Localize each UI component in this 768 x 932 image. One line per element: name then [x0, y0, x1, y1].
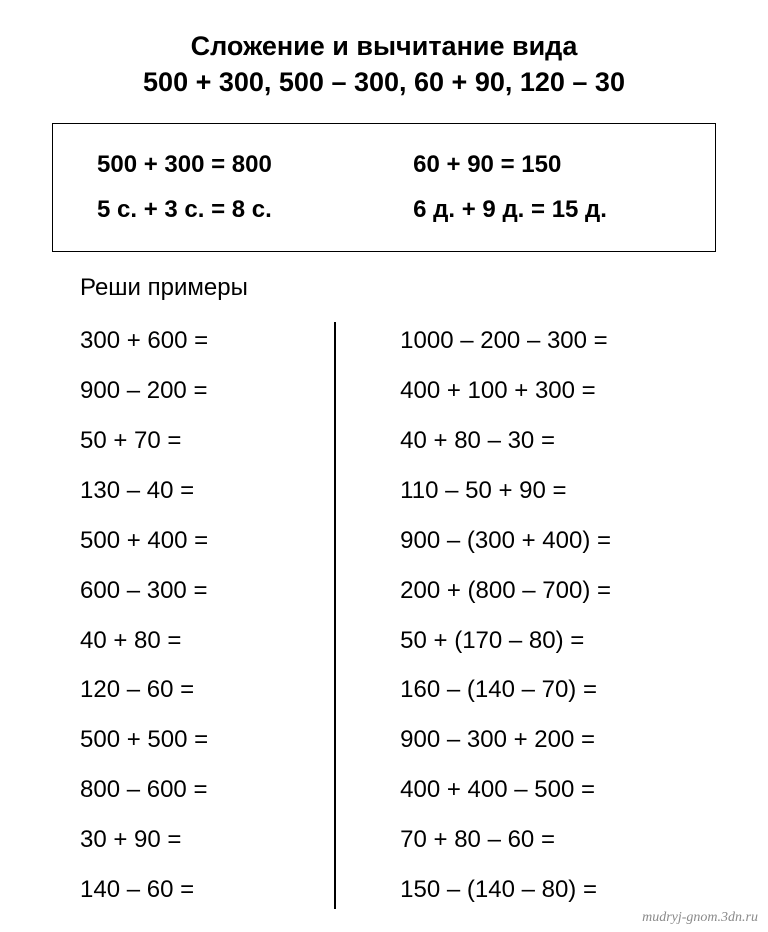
problems-right-column: 1000 – 200 – 300 = 400 + 100 + 300 = 40 …: [344, 316, 716, 915]
problem-item: 150 – (140 – 80) =: [400, 865, 716, 915]
title-line-1: Сложение и вычитание вида: [52, 28, 716, 64]
worksheet-page: Сложение и вычитание вида 500 + 300, 500…: [0, 0, 768, 915]
problem-item: 500 + 400 =: [80, 516, 344, 566]
title-line-2: 500 + 300, 500 – 300, 60 + 90, 120 – 30: [52, 64, 716, 100]
example-row-2: 5 с. + 3 с. = 8 с. 6 д. + 9 д. = 15 д.: [97, 187, 705, 233]
problem-item: 900 – (300 + 400) =: [400, 516, 716, 566]
example-row-1: 500 + 300 = 800 60 + 90 = 150: [97, 142, 705, 188]
example-box: 500 + 300 = 800 60 + 90 = 150 5 с. + 3 с…: [52, 123, 716, 252]
problem-item: 500 + 500 =: [80, 715, 344, 765]
example-cell: 6 д. + 9 д. = 15 д.: [413, 187, 705, 233]
example-cell: 5 с. + 3 с. = 8 с.: [97, 187, 413, 233]
problems-container: 300 + 600 = 900 – 200 = 50 + 70 = 130 – …: [52, 316, 716, 915]
problems-left-column: 300 + 600 = 900 – 200 = 50 + 70 = 130 – …: [52, 316, 344, 915]
problem-item: 900 – 200 =: [80, 366, 344, 416]
problem-item: 900 – 300 + 200 =: [400, 715, 716, 765]
problem-item: 120 – 60 =: [80, 665, 344, 715]
problem-item: 200 + (800 – 700) =: [400, 566, 716, 616]
problem-item: 160 – (140 – 70) =: [400, 665, 716, 715]
problem-item: 40 + 80 – 30 =: [400, 416, 716, 466]
problem-item: 400 + 400 – 500 =: [400, 765, 716, 815]
problem-item: 600 – 300 =: [80, 566, 344, 616]
problem-item: 130 – 40 =: [80, 466, 344, 516]
problem-item: 40 + 80 =: [80, 616, 344, 666]
problem-item: 50 + 70 =: [80, 416, 344, 466]
page-title: Сложение и вычитание вида 500 + 300, 500…: [52, 28, 716, 101]
problem-item: 110 – 50 + 90 =: [400, 466, 716, 516]
column-divider: [334, 322, 336, 909]
example-cell: 500 + 300 = 800: [97, 142, 413, 188]
example-cell: 60 + 90 = 150: [413, 142, 705, 188]
problem-item: 30 + 90 =: [80, 815, 344, 865]
problem-item: 140 – 60 =: [80, 865, 344, 915]
problem-item: 800 – 600 =: [80, 765, 344, 815]
problem-item: 300 + 600 =: [80, 316, 344, 366]
problem-item: 1000 – 200 – 300 =: [400, 316, 716, 366]
instruction-text: Реши примеры: [80, 274, 716, 302]
problem-item: 70 + 80 – 60 =: [400, 815, 716, 865]
problem-item: 400 + 100 + 300 =: [400, 366, 716, 416]
problem-item: 50 + (170 – 80) =: [400, 616, 716, 666]
watermark-text: mudryj-gnom.3dn.ru: [642, 910, 758, 926]
